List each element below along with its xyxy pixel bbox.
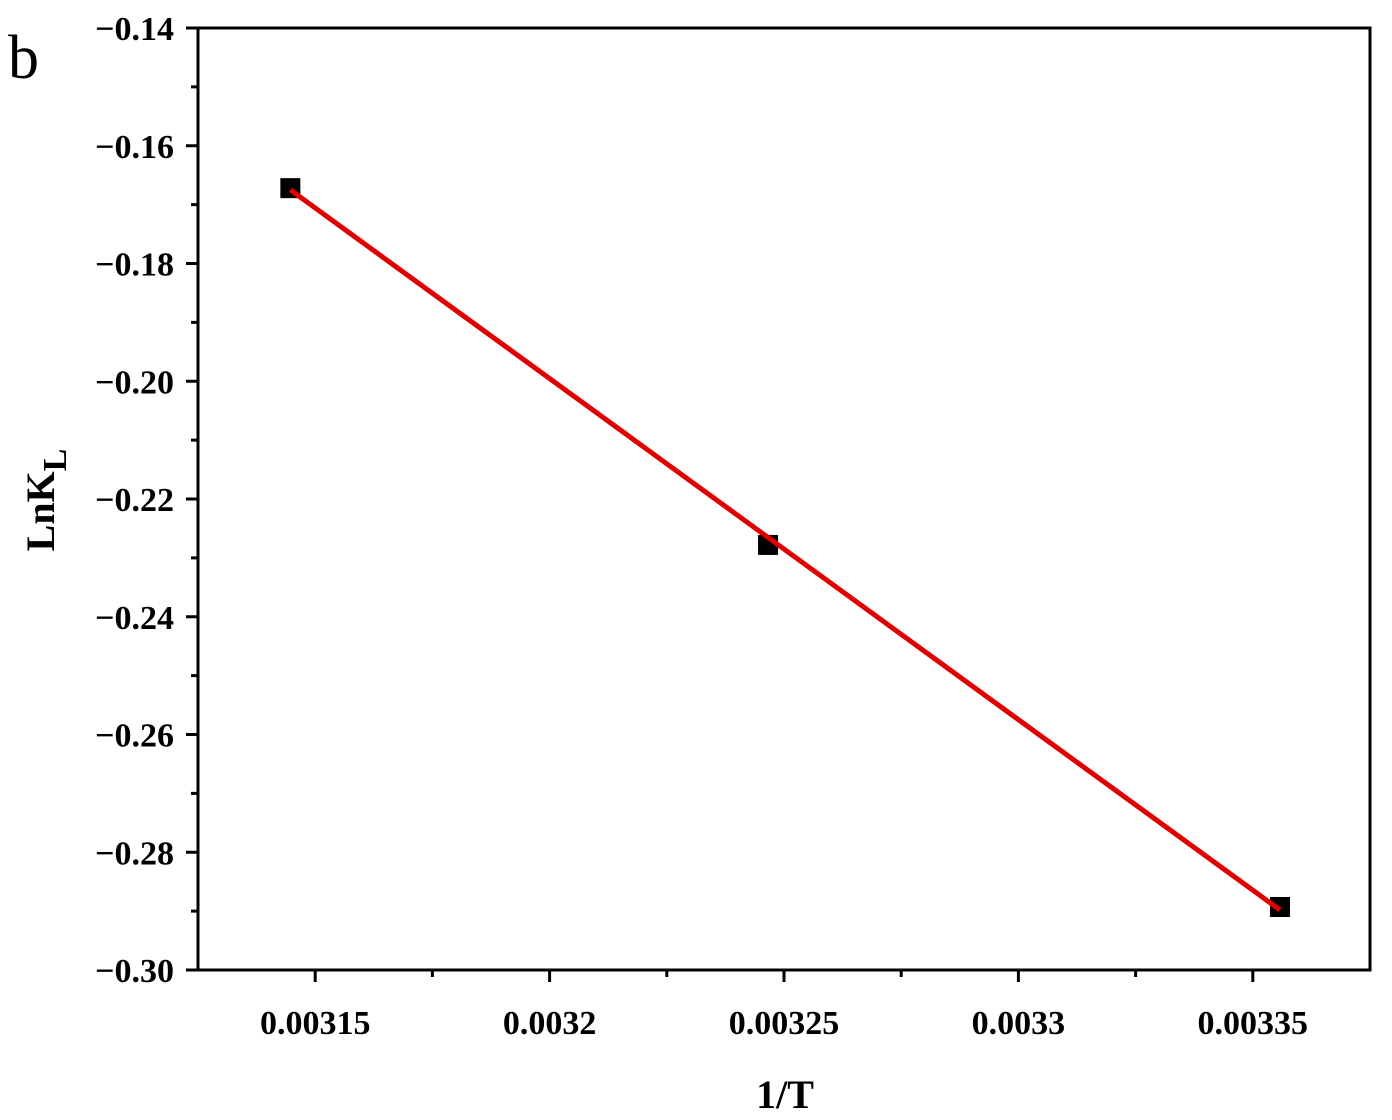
x-tick-label: 0.0032 (503, 1005, 597, 1042)
x-tick-label: 0.00335 (1198, 1005, 1309, 1042)
x-tick-label: 0.00325 (729, 1005, 840, 1042)
y-axis-label-sub: L (37, 449, 74, 472)
plot-frame (196, 26, 1372, 972)
y-tick-label: −0.22 (95, 482, 174, 519)
y-tick-label: −0.24 (95, 600, 174, 637)
panel-label: b (8, 24, 39, 92)
y-tick-label: −0.18 (95, 247, 174, 284)
y-tick-label: −0.30 (95, 953, 174, 990)
x-tick-label: 0.0033 (972, 1005, 1066, 1042)
fit-line (288, 187, 1282, 912)
x-axis-label: 1/T (756, 1072, 814, 1117)
y-tick-label: −0.20 (95, 364, 174, 401)
y-tick-label: −0.14 (95, 11, 174, 48)
y-tick-label: −0.26 (95, 718, 174, 755)
y-tick-label: −0.16 (95, 129, 174, 166)
x-tick-label: 0.00315 (260, 1005, 371, 1042)
y-axis-label-main: LnK (18, 471, 63, 551)
y-tick-label: −0.28 (95, 835, 174, 872)
y-axis-label: LnKL (18, 449, 74, 552)
